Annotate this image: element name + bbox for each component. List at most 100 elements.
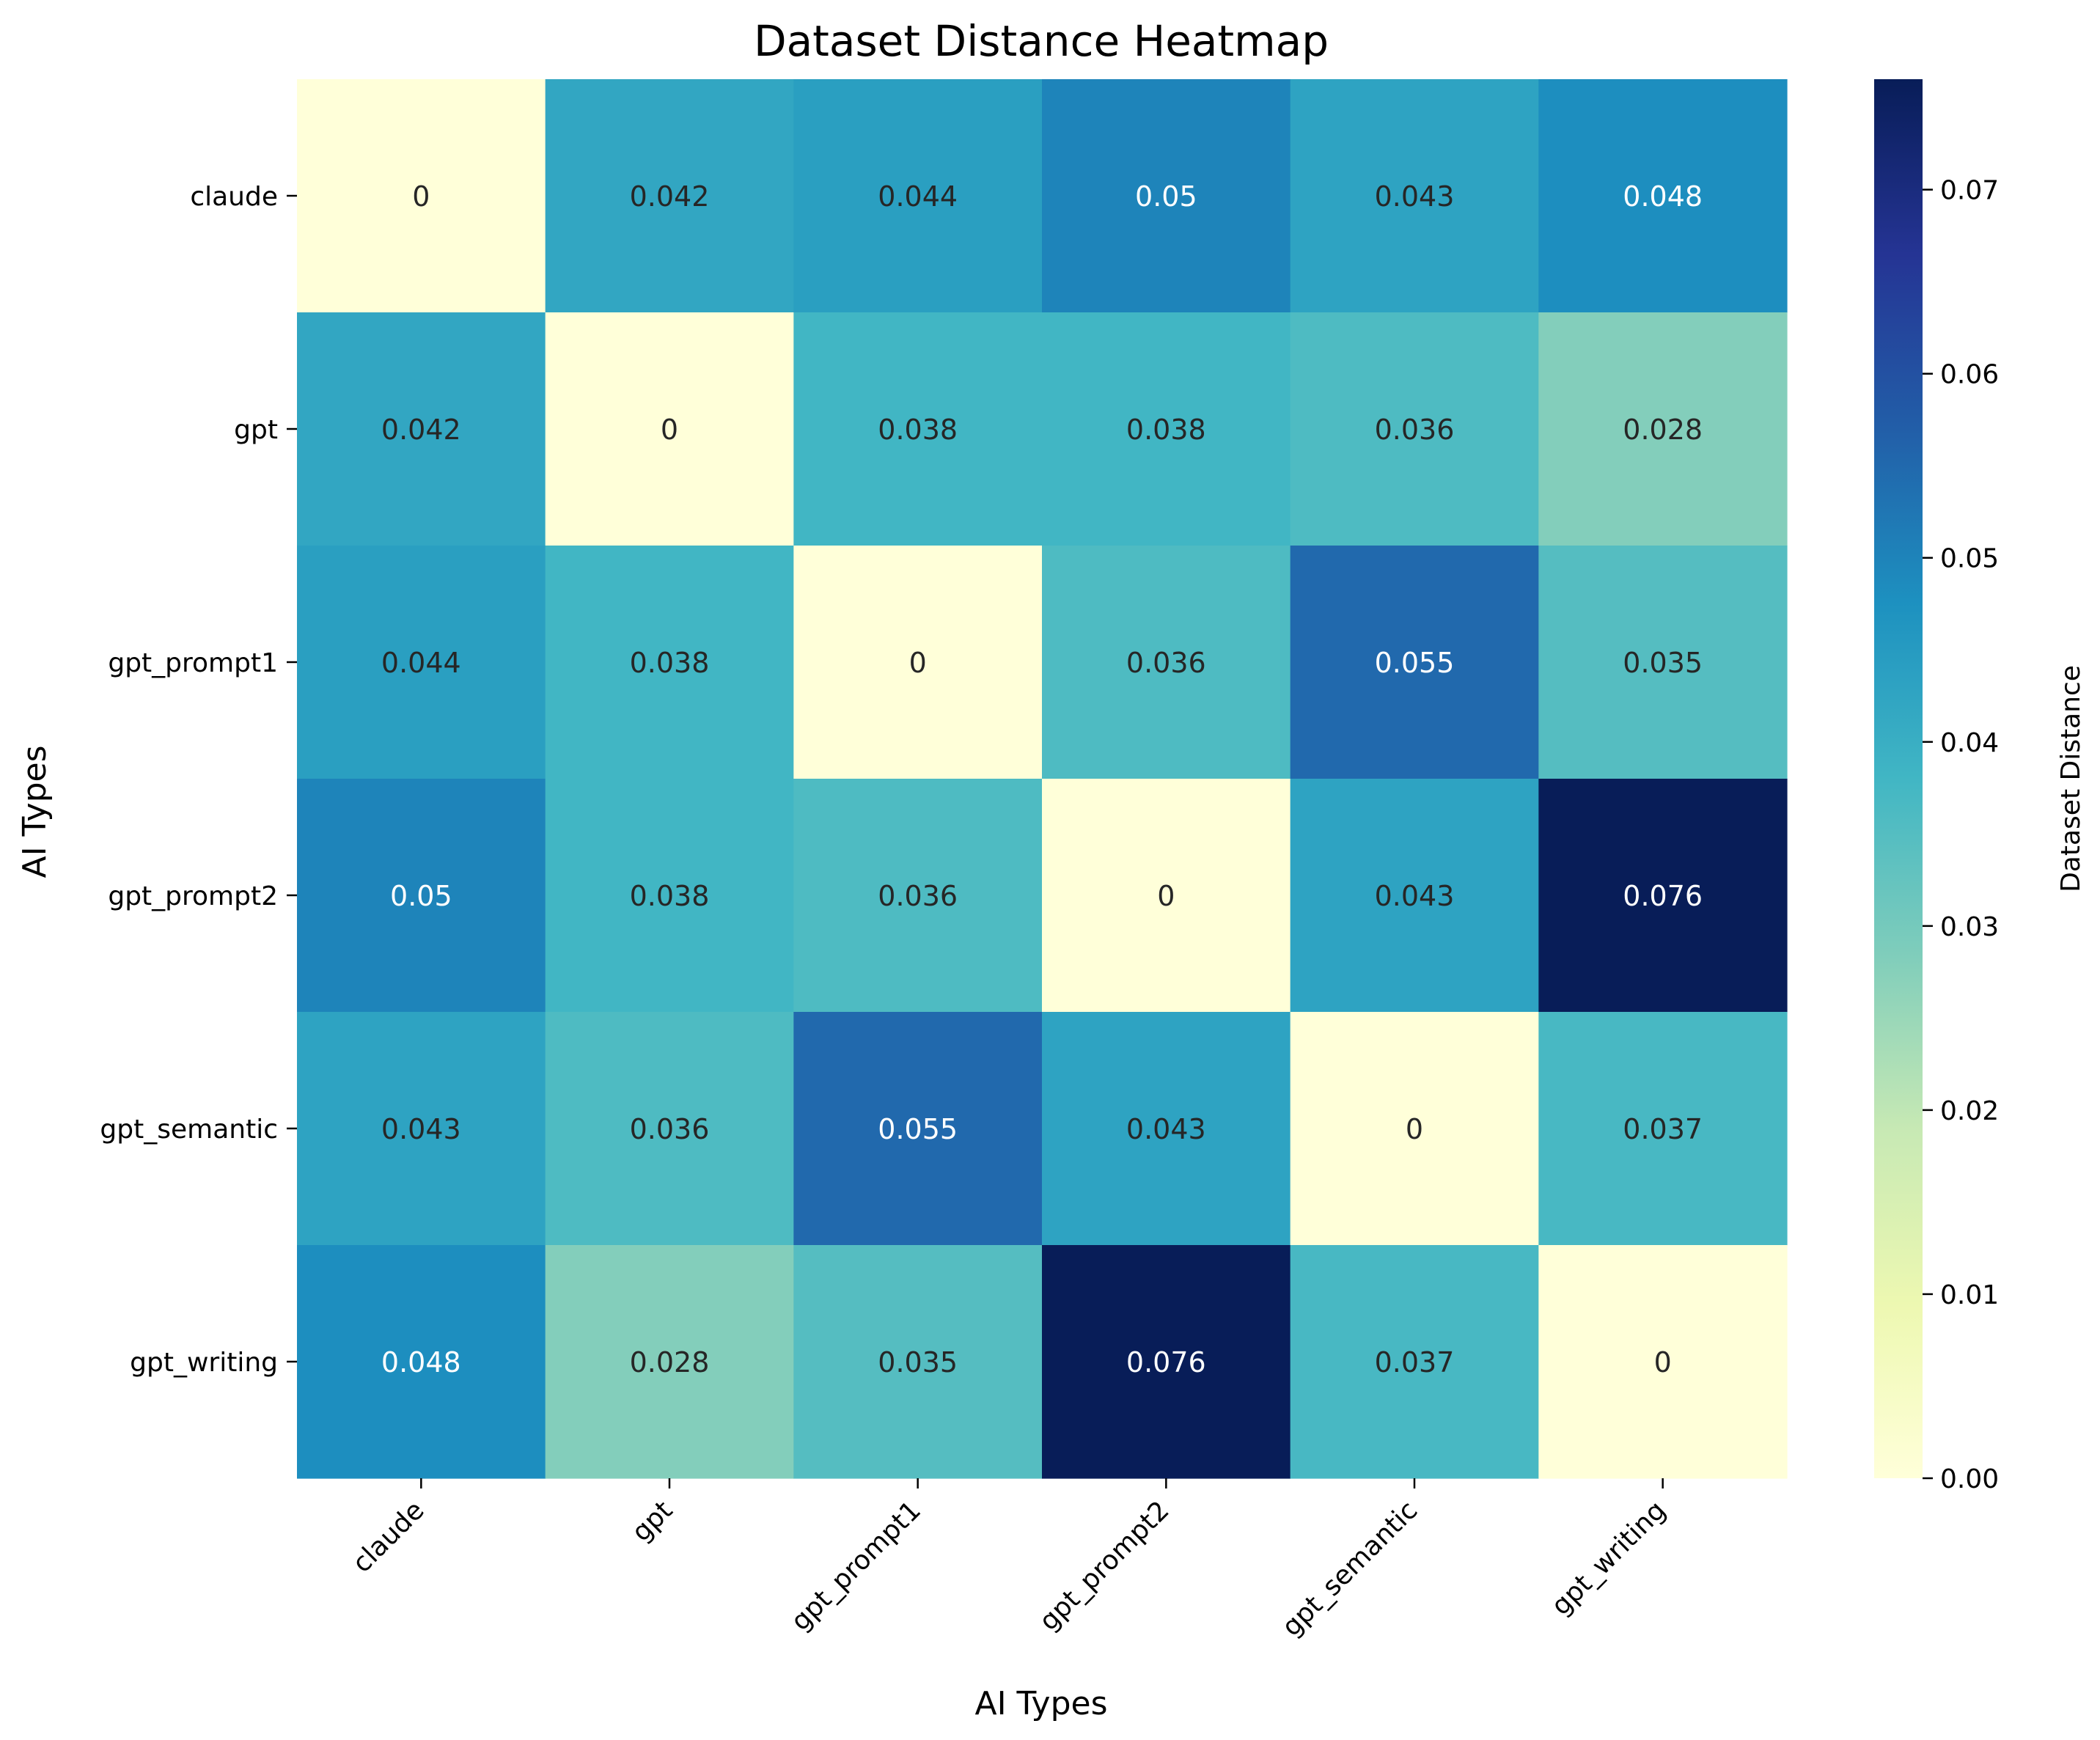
cell-value-label: 0.035 — [1623, 647, 1703, 679]
heatmap-cell — [545, 312, 794, 546]
heatmap-cell — [1042, 312, 1291, 546]
colorbar-label: Dataset Distance — [2056, 665, 2086, 892]
cell-value-label: 0.044 — [878, 180, 958, 213]
cell-value-label: 0 — [1406, 1113, 1423, 1145]
colorbar-tick-label: 0.06 — [1940, 360, 1999, 390]
heatmap-cell — [1042, 1245, 1291, 1479]
heatmap-cell — [1538, 79, 1788, 313]
cell-value-label: 0.044 — [381, 647, 461, 679]
y-axis-ticks: claude gpt gpt_prompt1 gpt_prompt2 gpt_seman… — [100, 182, 297, 1378]
heatmap-cell — [1290, 79, 1539, 313]
x-tick-label: gpt — [626, 1495, 678, 1547]
cell-value-label: 0.076 — [1623, 880, 1703, 912]
cell-value-label: 0.036 — [878, 880, 958, 912]
heatmap-cell — [793, 312, 1043, 546]
cell-value-label: 0.028 — [630, 1346, 710, 1379]
y-tick-label: gpt_prompt2 — [108, 881, 278, 911]
cell-value-label: 0.042 — [381, 414, 461, 446]
cell-value-label: 0.036 — [1375, 414, 1455, 446]
x-tick-label: claude — [347, 1495, 430, 1579]
colorbar-tick-label: 0.01 — [1940, 1280, 1999, 1310]
cell-value-label: 0 — [1654, 1346, 1672, 1379]
cell-value-label: 0.076 — [1126, 1346, 1206, 1379]
heatmap-cell — [545, 779, 794, 1013]
cell-value-label: 0.037 — [1375, 1346, 1455, 1379]
colorbar-tick-label: 0.03 — [1940, 912, 1999, 942]
heatmap-cell — [297, 312, 546, 546]
cell-value-label: 0.055 — [878, 1113, 958, 1145]
cell-value-label: 0.043 — [1126, 1113, 1206, 1145]
heatmap-cell — [297, 1012, 546, 1246]
heatmap-cell — [545, 79, 794, 313]
y-tick-label: claude — [190, 182, 278, 212]
heatmap-cell — [793, 1245, 1043, 1479]
heatmap-cell — [1042, 79, 1291, 313]
heatmap-cell — [1042, 546, 1291, 779]
heatmap-cell — [1290, 546, 1539, 779]
heatmap-cell — [1538, 1012, 1788, 1246]
heatmap-cell — [793, 1012, 1043, 1246]
x-axis-label: AI Types — [974, 1685, 1107, 1722]
heatmap-cell — [793, 79, 1043, 313]
heatmap-cell — [1538, 1245, 1788, 1479]
heatmap-cell — [297, 1245, 546, 1479]
cell-value-label: 0.036 — [1126, 647, 1206, 679]
cell-value-label: 0.043 — [1375, 880, 1455, 912]
colorbar-tick-label: 0.05 — [1940, 544, 1999, 574]
cell-value-label: 0.048 — [1623, 180, 1703, 213]
cell-value-label: 0.043 — [1375, 180, 1455, 213]
cell-value-label: 0.048 — [381, 1346, 461, 1379]
heatmap-cell — [1290, 1245, 1539, 1479]
cell-value-label: 0 — [661, 414, 678, 446]
colorbar-tick-label: 0.04 — [1940, 728, 1999, 758]
heatmap-cell — [1538, 546, 1788, 779]
heatmap-cells — [297, 79, 1788, 1479]
x-tick-label: gpt_prompt1 — [785, 1495, 927, 1637]
heatmap-cell — [297, 546, 546, 779]
cell-value-label: 0.05 — [390, 880, 452, 912]
x-axis-ticks: claude gpt gpt_prompt1 gpt_prompt2 gpt_seman… — [347, 1478, 1672, 1642]
colorbar — [1874, 79, 1923, 1478]
cell-value-label: 0.038 — [630, 880, 710, 912]
heatmap-cell — [545, 546, 794, 779]
x-tick-label: gpt_writing — [1546, 1495, 1672, 1621]
y-tick-label: gpt_writing — [130, 1348, 278, 1378]
heatmap-cell — [793, 546, 1043, 779]
colorbar-ticks: 0.00 0.01 0.02 0.03 0.04 0.05 0.06 0.07 — [1923, 176, 1999, 1494]
heatmap-cell — [1042, 779, 1291, 1013]
cell-value-label: 0.055 — [1375, 647, 1455, 679]
heatmap-cell — [297, 79, 546, 313]
y-tick-label: gpt — [234, 415, 278, 445]
heatmap-cell — [1290, 312, 1539, 546]
y-tick-label: gpt_prompt1 — [108, 648, 278, 678]
chart-title: Dataset Distance Heatmap — [754, 16, 1329, 66]
cell-value-label: 0 — [1157, 880, 1175, 912]
colorbar-tick-label: 0.00 — [1940, 1464, 1999, 1494]
colorbar-tick-label: 0.02 — [1940, 1096, 1999, 1126]
cell-value-label: 0 — [412, 180, 430, 213]
cell-value-label: 0.038 — [878, 414, 958, 446]
cell-value-label: 0.043 — [381, 1113, 461, 1145]
cell-value-labels: 0 0.042 0.044 0.05 0.043 0.048 0.042 0 0.038 0.03… — [381, 180, 1703, 1379]
cell-value-label: 0.035 — [878, 1346, 958, 1379]
cell-value-label: 0.036 — [630, 1113, 710, 1145]
heatmap-cell — [1042, 1012, 1291, 1246]
cell-value-label: 0.037 — [1623, 1113, 1703, 1145]
cell-value-label: 0.038 — [1126, 414, 1206, 446]
cell-value-label: 0.042 — [630, 180, 710, 213]
colorbar-tick-label: 0.07 — [1940, 176, 1999, 206]
heatmap-cell — [545, 1012, 794, 1246]
y-axis-label: AI Types — [16, 745, 54, 878]
heatmap-cell — [793, 779, 1043, 1013]
y-tick-label: gpt_semantic — [100, 1115, 278, 1145]
heatmap-cell — [545, 1245, 794, 1479]
heatmap-cell — [297, 779, 546, 1013]
heatmap-cell — [1290, 779, 1539, 1013]
cell-value-label: 0 — [909, 647, 927, 679]
x-tick-label: gpt_semantic — [1277, 1495, 1424, 1642]
x-tick-label: gpt_prompt2 — [1034, 1495, 1175, 1637]
heatmap-cell — [1538, 779, 1788, 1013]
cell-value-label: 0.028 — [1623, 414, 1703, 446]
